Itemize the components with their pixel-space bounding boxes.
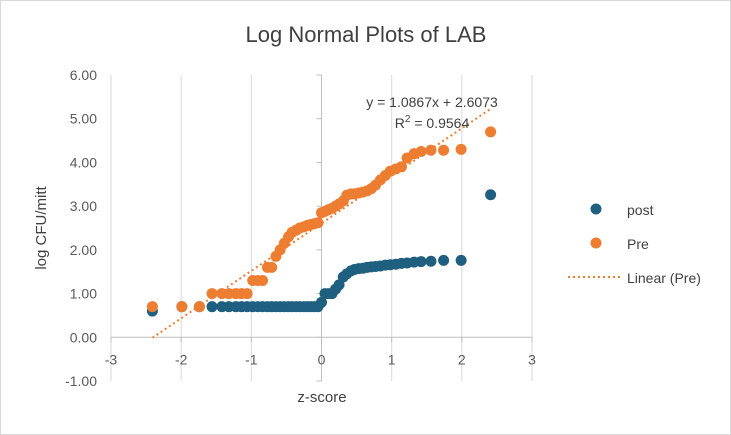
point-pre-3 — [206, 288, 218, 300]
point-post-3 — [206, 301, 218, 313]
y-tick-label-2: 1.00 — [70, 286, 97, 302]
legend-label-post: post — [627, 202, 654, 218]
y-tick-label-0: -1.00 — [65, 373, 97, 389]
legend-label-pre: Pre — [627, 236, 649, 252]
point-post-48 — [415, 256, 427, 268]
legend: post Pre Linear (Pre) — [568, 202, 701, 286]
x-tick-label-3: 0 — [318, 351, 326, 367]
point-pre-49 — [425, 144, 437, 156]
x-tick-label-6: 3 — [528, 351, 536, 367]
point-post-51 — [455, 254, 467, 266]
x-tick-label-5: 2 — [458, 351, 466, 367]
axes — [110, 74, 533, 382]
y-tick-label-6: 5.00 — [70, 111, 97, 127]
trendline-equation: y = 1.0867x + 2.6073 — [366, 94, 498, 110]
point-post-49 — [425, 255, 437, 267]
point-pre-8 — [241, 288, 253, 300]
trendline-r2: R2 = 0.9564 — [395, 114, 470, 131]
x-axis-title: z-score — [297, 389, 346, 406]
x-tick-label-1: -2 — [175, 351, 188, 367]
point-pre-48 — [415, 146, 427, 157]
x-tick-label-0: -3 — [105, 351, 118, 367]
point-pre-0 — [146, 301, 158, 313]
point-pre-13 — [266, 261, 278, 273]
legend-marker-post — [590, 203, 602, 215]
points-layer — [146, 126, 497, 317]
x-tick-label-2: -1 — [245, 351, 258, 367]
x-tick-label-4: 1 — [388, 351, 396, 367]
point-pre-1 — [176, 301, 188, 313]
point-pre-45 — [395, 161, 407, 173]
point-post-26 — [316, 296, 327, 308]
tick-labels: -3 -2 -1 0 1 2 3 -1.00 0.00 1.00 2.00 3.00 4.00 5.00 6… — [65, 67, 536, 389]
legend-label-trendline: Linear (Pre) — [627, 270, 701, 286]
point-post-52 — [485, 189, 497, 201]
point-pre-11 — [257, 274, 269, 286]
point-pre-2 — [193, 301, 205, 313]
legend-marker-pre — [590, 237, 602, 249]
point-pre-50 — [438, 144, 450, 156]
y-tick-label-4: 3.00 — [70, 198, 97, 214]
y-tick-label-5: 4.00 — [70, 154, 97, 170]
point-pre-51 — [455, 143, 467, 155]
y-tick-label-1: 0.00 — [70, 329, 97, 345]
y-axis-title: log CFU/mitt — [33, 185, 50, 269]
gridlines — [110, 75, 533, 381]
y-tick-label-3: 2.00 — [70, 242, 97, 258]
point-pre-25 — [312, 217, 324, 229]
point-post-50 — [438, 254, 450, 266]
point-pre-52 — [485, 126, 497, 138]
chart-title: Log Normal Plots of LAB — [246, 22, 487, 47]
y-tick-label-7: 6.00 — [70, 67, 97, 83]
